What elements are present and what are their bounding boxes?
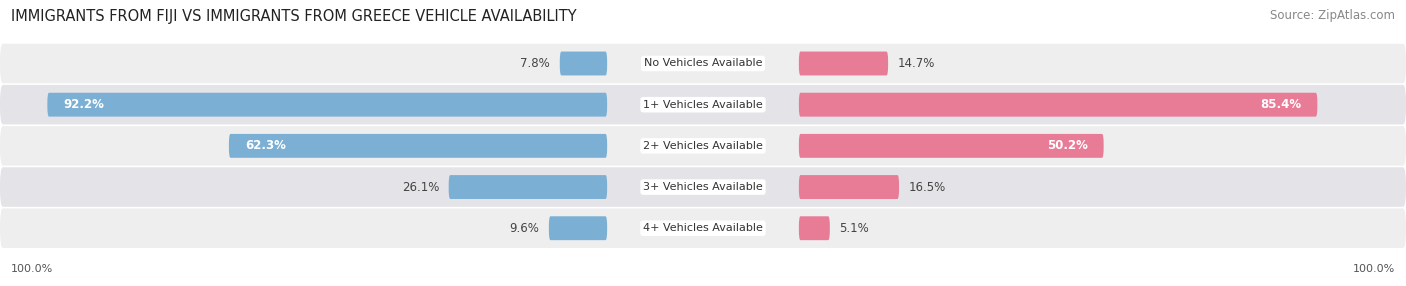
FancyBboxPatch shape xyxy=(48,93,607,117)
FancyBboxPatch shape xyxy=(0,44,1406,83)
Text: 2+ Vehicles Available: 2+ Vehicles Available xyxy=(643,141,763,151)
FancyBboxPatch shape xyxy=(799,216,830,240)
FancyBboxPatch shape xyxy=(560,51,607,76)
Text: 26.1%: 26.1% xyxy=(402,180,439,194)
Text: 100.0%: 100.0% xyxy=(11,264,53,274)
Text: 3+ Vehicles Available: 3+ Vehicles Available xyxy=(643,182,763,192)
FancyBboxPatch shape xyxy=(799,134,1104,158)
FancyBboxPatch shape xyxy=(0,167,1406,207)
FancyBboxPatch shape xyxy=(0,126,1406,166)
Text: IMMIGRANTS FROM FIJI VS IMMIGRANTS FROM GREECE VEHICLE AVAILABILITY: IMMIGRANTS FROM FIJI VS IMMIGRANTS FROM … xyxy=(11,9,576,23)
Text: No Vehicles Available: No Vehicles Available xyxy=(644,59,762,68)
Text: 14.7%: 14.7% xyxy=(897,57,935,70)
FancyBboxPatch shape xyxy=(799,93,1317,117)
Text: 62.3%: 62.3% xyxy=(245,139,285,152)
Text: 7.8%: 7.8% xyxy=(520,57,550,70)
FancyBboxPatch shape xyxy=(799,51,889,76)
Text: 85.4%: 85.4% xyxy=(1260,98,1302,111)
FancyBboxPatch shape xyxy=(449,175,607,199)
Text: 100.0%: 100.0% xyxy=(1353,264,1395,274)
FancyBboxPatch shape xyxy=(229,134,607,158)
FancyBboxPatch shape xyxy=(0,85,1406,124)
FancyBboxPatch shape xyxy=(0,208,1406,248)
FancyBboxPatch shape xyxy=(799,175,898,199)
FancyBboxPatch shape xyxy=(548,216,607,240)
Text: 16.5%: 16.5% xyxy=(908,180,946,194)
Text: 9.6%: 9.6% xyxy=(509,222,540,235)
Text: 92.2%: 92.2% xyxy=(63,98,104,111)
Text: 4+ Vehicles Available: 4+ Vehicles Available xyxy=(643,223,763,233)
Text: 50.2%: 50.2% xyxy=(1047,139,1088,152)
Text: 5.1%: 5.1% xyxy=(839,222,869,235)
Text: 1+ Vehicles Available: 1+ Vehicles Available xyxy=(643,100,763,110)
Text: Source: ZipAtlas.com: Source: ZipAtlas.com xyxy=(1270,9,1395,21)
